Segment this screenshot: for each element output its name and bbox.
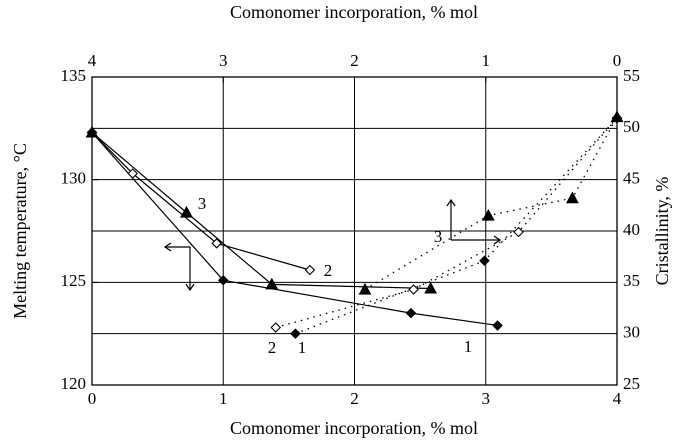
marker — [211, 238, 222, 249]
y-tick-label: 135 — [61, 66, 87, 85]
y2-tick-label: 45 — [623, 169, 640, 188]
plot-frame — [91, 76, 618, 386]
marker — [424, 281, 438, 294]
x-axis-title: Comonomer incorporation, % mol — [230, 418, 478, 438]
marker — [270, 322, 282, 333]
marker — [358, 282, 372, 295]
marker — [513, 226, 524, 238]
marker — [290, 328, 301, 339]
marker — [217, 275, 229, 286]
annotation: 2 — [268, 338, 277, 357]
x2-tick-label: 0 — [613, 51, 622, 70]
marker — [127, 168, 138, 179]
marker — [479, 255, 490, 267]
x-tick-label: 3 — [482, 389, 491, 408]
series-line — [91, 132, 311, 271]
marker — [610, 110, 624, 123]
marker — [405, 307, 417, 319]
y2-tick-label: 55 — [623, 66, 640, 85]
marker — [481, 208, 495, 221]
y-axis-title: Melting temperature, °C — [10, 143, 30, 319]
y2-tick-label: 35 — [623, 271, 640, 290]
series-line — [91, 132, 498, 327]
y2-tick-label: 30 — [623, 323, 640, 342]
x2-tick-label: 2 — [350, 51, 359, 70]
x2-axis-title: Comonomer incorporation, % mol — [230, 2, 478, 22]
marker — [492, 320, 503, 331]
series-line — [275, 117, 618, 329]
marker — [180, 205, 193, 218]
annotation: 1 — [298, 338, 307, 357]
y2-tick-label: 40 — [623, 220, 640, 239]
y-tick-label: 130 — [61, 169, 87, 188]
annotation: 2 — [324, 261, 333, 280]
x2-tick-label: 3 — [219, 51, 228, 70]
x2-tick-label: 1 — [482, 51, 491, 70]
y2-tick-label: 50 — [623, 117, 640, 136]
marker — [85, 125, 99, 138]
y-tick-label: 120 — [61, 374, 87, 393]
x-tick-label: 0 — [88, 389, 97, 408]
marker — [408, 284, 419, 295]
annotation: 3 — [198, 194, 207, 213]
y-tick-label: 125 — [61, 271, 87, 290]
x2-tick-label: 4 — [88, 51, 97, 70]
series-line — [364, 116, 618, 291]
x-tick-label: 2 — [350, 389, 359, 408]
annotation: 1 — [464, 337, 473, 356]
x-tick-label: 4 — [613, 389, 622, 408]
arrows — [163, 198, 502, 292]
x-tick-label: 1 — [219, 389, 228, 408]
y2-tick-label: 25 — [623, 374, 640, 393]
marker — [265, 277, 279, 290]
annotation: 3 — [434, 227, 443, 246]
marker — [565, 191, 579, 204]
series-line — [91, 131, 431, 290]
y2-axis-title: Cristallinity, % — [652, 177, 672, 286]
marker — [304, 264, 316, 276]
